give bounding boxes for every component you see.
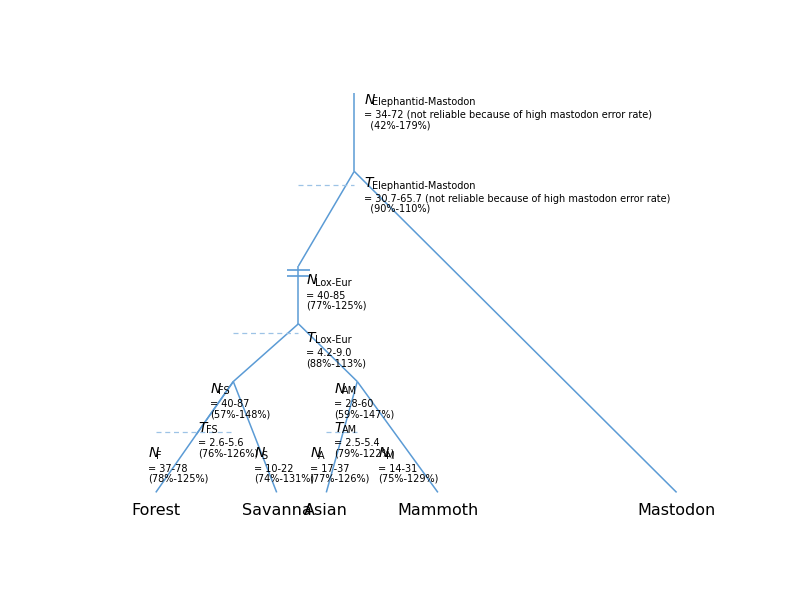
Text: (42%-179%): (42%-179%)	[363, 121, 430, 131]
Text: (78%-125%): (78%-125%)	[148, 474, 209, 484]
Text: $\it{N}$: $\it{N}$	[210, 382, 222, 395]
Text: = 30.7-65.7 (not reliable because of high mastodon error rate): = 30.7-65.7 (not reliable because of hig…	[363, 194, 670, 203]
Text: S: S	[262, 451, 268, 461]
Text: = 2.5-5.4: = 2.5-5.4	[334, 439, 380, 448]
Text: = 2.6-5.6: = 2.6-5.6	[198, 439, 243, 448]
Text: Lox-Eur: Lox-Eur	[314, 335, 351, 346]
Text: Mastodon: Mastodon	[638, 503, 716, 518]
Text: F: F	[157, 451, 162, 461]
Text: $\it{T}$: $\it{T}$	[306, 331, 318, 345]
Text: (77%-125%): (77%-125%)	[306, 301, 367, 311]
Text: A: A	[318, 451, 324, 461]
Text: = 10-22: = 10-22	[254, 464, 294, 474]
Text: = 14-31: = 14-31	[378, 464, 417, 474]
Text: $\it{T}$: $\it{T}$	[363, 176, 375, 190]
Text: (74%-131%): (74%-131%)	[254, 474, 314, 484]
Text: = 40-87: = 40-87	[210, 399, 250, 409]
Text: (75%-129%): (75%-129%)	[378, 474, 438, 484]
Text: FS: FS	[218, 386, 230, 396]
Text: (79%-122%): (79%-122%)	[334, 449, 394, 458]
Text: $\it{N}$: $\it{N}$	[378, 446, 390, 460]
Text: (59%-147%): (59%-147%)	[334, 409, 394, 419]
Text: $\it{N}$: $\it{N}$	[306, 273, 318, 287]
Text: Savanna: Savanna	[242, 503, 311, 518]
Text: = 40-85: = 40-85	[306, 290, 346, 301]
Text: Asian: Asian	[304, 503, 348, 518]
Text: FS: FS	[206, 425, 218, 436]
Text: $\it{N}$: $\it{N}$	[310, 446, 322, 460]
Text: = 4.2-9.0: = 4.2-9.0	[306, 348, 352, 358]
Text: (76%-126%): (76%-126%)	[198, 449, 258, 458]
Text: Forest: Forest	[131, 503, 180, 518]
Text: Lox-Eur: Lox-Eur	[314, 278, 351, 287]
Text: $\it{T}$: $\it{T}$	[334, 421, 346, 435]
Text: Elephantid-Mastodon: Elephantid-Mastodon	[371, 181, 475, 191]
Text: $\it{N}$: $\it{N}$	[363, 93, 375, 107]
Text: AM: AM	[342, 386, 358, 396]
Text: $\it{N}$: $\it{N}$	[334, 382, 346, 395]
Text: $\it{N}$: $\it{N}$	[148, 446, 160, 460]
Text: = 37-78: = 37-78	[148, 464, 188, 474]
Text: (90%-110%): (90%-110%)	[363, 203, 430, 214]
Text: (57%-148%): (57%-148%)	[210, 409, 270, 419]
Text: Mammoth: Mammoth	[398, 503, 478, 518]
Text: $\it{N}$: $\it{N}$	[254, 446, 266, 460]
Text: (77%-126%): (77%-126%)	[310, 474, 370, 484]
Text: $\it{T}$: $\it{T}$	[198, 421, 210, 435]
Text: = 17-37: = 17-37	[310, 464, 349, 474]
Text: (88%-113%): (88%-113%)	[306, 358, 366, 368]
Text: = 28-60: = 28-60	[334, 399, 374, 409]
Text: Elephantid-Mastodon: Elephantid-Mastodon	[371, 97, 475, 107]
Text: M: M	[386, 451, 394, 461]
Text: = 34-72 (not reliable because of high mastodon error rate): = 34-72 (not reliable because of high ma…	[363, 110, 651, 121]
Text: AM: AM	[342, 425, 358, 436]
